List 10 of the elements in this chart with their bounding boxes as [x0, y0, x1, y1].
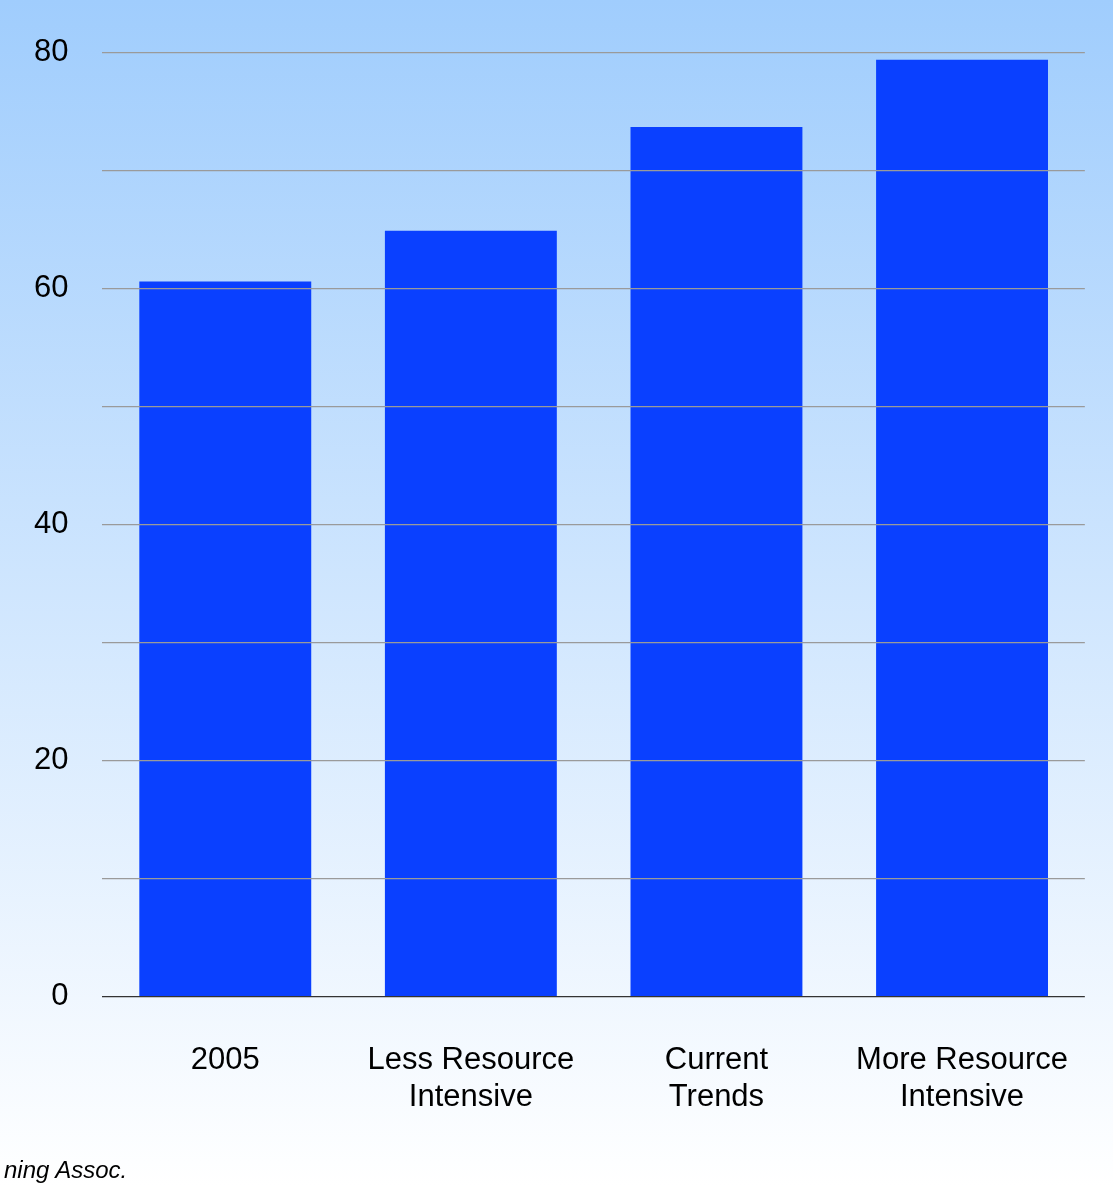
x-tick-label: Current Trends [664, 1040, 769, 1113]
x-tick-label: Less Resource Intensive [367, 1040, 575, 1113]
y-tick-label: 80 [34, 33, 69, 69]
y-tick-label: 0 [51, 977, 69, 1013]
y-tick-label: 60 [34, 269, 69, 305]
x-tick-label: More Resource Intensive [856, 1040, 1068, 1113]
x-tick-label: 2005 [190, 1040, 260, 1076]
y-tick-label: 40 [34, 505, 69, 541]
y-tick-label: 20 [34, 741, 69, 777]
text: ning Assoc. [4, 1156, 128, 1184]
